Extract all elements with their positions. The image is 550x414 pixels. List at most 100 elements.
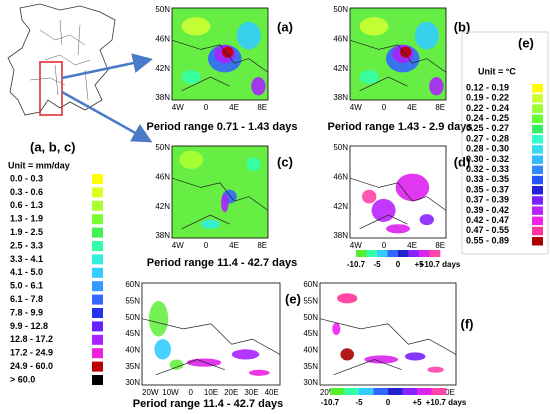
legend-swatch: [532, 237, 543, 246]
lon-tick-label: 10W: [162, 388, 179, 397]
map-field: [141, 282, 281, 386]
colorbar-swatch: [402, 388, 418, 395]
lat-tick-label: 45N: [303, 329, 318, 338]
lon-tick-label: 4E: [407, 103, 417, 112]
lon-tick-label: 0: [382, 241, 387, 250]
lat-tick-label: 42N: [155, 202, 170, 211]
lon-tick-label: 10E: [204, 388, 218, 397]
legend-label: 6.1 - 7.8: [10, 294, 43, 304]
legend-label: 17.2 - 24.9: [10, 348, 53, 358]
legend-swatch: [92, 227, 103, 238]
field-patch: [362, 189, 377, 204]
field-patch: [399, 46, 412, 58]
legend-swatch: [532, 165, 543, 175]
field-patch: [200, 219, 220, 229]
colorbar-swatch: [429, 250, 441, 257]
map-panel: 60N55N50N45N40N35N30N20W10W010E20E30E40E…: [303, 280, 473, 397]
lat-tick-label: 42N: [333, 64, 348, 73]
field-patch: [148, 300, 169, 337]
legend-label: 0.24 - 0.25: [466, 113, 509, 123]
coastline: [349, 39, 447, 92]
colorbar-label: -10.7: [321, 398, 340, 407]
coastline: [171, 39, 269, 92]
colorbar-swatch: [408, 250, 420, 257]
colorbar-label: -10.7: [347, 260, 366, 269]
lat-tick-label: 38N: [155, 93, 170, 102]
lat-tick-label: 50N: [333, 143, 348, 152]
legend-label: 1.3 - 1.9: [10, 214, 43, 224]
legend-box: [461, 31, 549, 255]
legend-label: 0.30 - 0.32: [466, 154, 509, 164]
lat-tick-label: 60N: [125, 280, 140, 289]
lon-tick-label: 40E: [265, 388, 279, 397]
legend-label: 3.3 - 4.1: [10, 254, 43, 264]
legend-label: 0.33 - 0.35: [466, 174, 509, 184]
field-patch: [419, 214, 434, 226]
field-patch: [181, 17, 211, 36]
field-patch: [414, 21, 439, 50]
panel-label: (a): [277, 19, 293, 34]
legend-label: 0.12 - 0.19: [466, 82, 509, 92]
legend-swatch: [532, 175, 543, 185]
lat-tick-label: 38N: [333, 231, 348, 240]
legend-label: 2.5 - 3.3: [10, 240, 43, 250]
lon-tick-label: 30E: [244, 388, 258, 397]
field-patch: [179, 150, 204, 169]
lat-tick-label: 38N: [333, 93, 348, 102]
lon-tick-label: 8E: [257, 103, 267, 112]
field-patch: [359, 70, 379, 84]
field-patch: [236, 21, 261, 50]
legend-label: 7.8 - 9.9: [10, 307, 43, 317]
legend-unit: Unit = °C: [478, 66, 516, 76]
lat-tick-label: 50N: [155, 5, 170, 14]
legend-label: 0.22 - 0.24: [466, 103, 509, 113]
legend-swatch: [532, 186, 543, 195]
lon-tick-label: 4W: [172, 241, 184, 250]
field-patch: [359, 17, 389, 36]
arrow: [61, 90, 153, 143]
lon-tick-label: 0: [189, 388, 194, 397]
lat-tick-label: 50N: [303, 313, 318, 322]
lat-tick-label: 30N: [125, 378, 140, 387]
colorbar-label: +5: [414, 260, 424, 269]
lat-tick-label: 45N: [125, 329, 140, 338]
legend-label: 0.37 - 0.39: [466, 195, 509, 205]
field-patch: [248, 369, 270, 376]
legend-label: 9.9 - 12.8: [10, 321, 48, 331]
lat-tick-label: 30N: [303, 378, 318, 387]
lon-tick-label: 4E: [407, 241, 417, 250]
lon-tick-label: 0: [204, 241, 209, 250]
legend-label: 0.55 - 0.89: [466, 235, 509, 245]
legend-label: 0.25 - 0.27: [466, 123, 509, 133]
legend-swatch: [92, 254, 103, 265]
lon-tick-label: 0: [204, 103, 209, 112]
coastline: [349, 177, 447, 230]
lon-tick-label: 8E: [435, 103, 445, 112]
legend-swatch: [532, 94, 543, 103]
lat-tick-label: 55N: [125, 296, 140, 305]
legend-label: 1.9 - 2.5: [10, 227, 43, 237]
field-patch: [340, 348, 355, 361]
coastline: [171, 177, 269, 230]
lat-tick-label: 46N: [333, 172, 348, 181]
colorbar-label: +5: [412, 398, 422, 407]
colorbar-swatch: [419, 250, 430, 257]
legend-swatch: [532, 216, 543, 226]
legend-label: 4.1 - 5.0: [10, 267, 43, 277]
field-patch: [186, 358, 222, 367]
period-title: Period range 1.43 - 2.9 days: [328, 121, 473, 133]
legend-swatch: [92, 361, 103, 372]
period-title: Period range 0.71 - 1.43 days: [146, 121, 297, 133]
lon-tick-label: 4E: [229, 103, 239, 112]
legend-unit: Unit = mm/day: [8, 160, 70, 170]
field-patch: [429, 77, 444, 96]
lat-tick-label: 35N: [303, 362, 318, 371]
colorbar-label: 0: [396, 260, 401, 269]
legend-label: 12.8 - 17.2: [10, 334, 53, 344]
lon-tick-label: 20E: [224, 388, 238, 397]
legend-swatch: [532, 124, 543, 134]
legend-label: 0.3 - 0.6: [10, 187, 43, 197]
colorbar-label: +10.7 days: [420, 260, 461, 269]
